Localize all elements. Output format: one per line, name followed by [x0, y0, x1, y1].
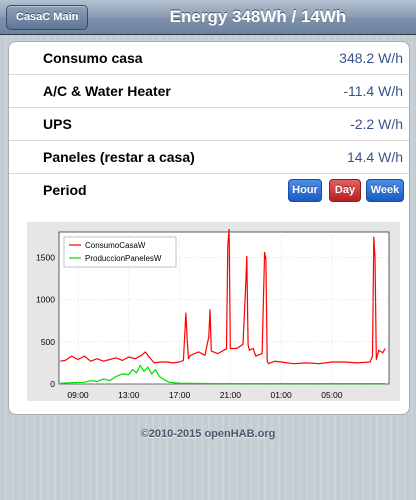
chart-legend: ConsumoCasaW ProduccionPanelesW [63, 236, 177, 268]
row-value: 14.4 W/h [346, 149, 403, 165]
row-label: Consumo casa [43, 50, 143, 66]
row-label: UPS [43, 116, 72, 132]
back-button[interactable]: CasaC Main [6, 5, 89, 30]
energy-panel: Consumo casa 348.2 W/h A/C & Water Heate… [8, 41, 410, 415]
x-tick-label: 05:00 [321, 390, 343, 400]
row-value: 348.2 W/h [339, 50, 403, 66]
legend-label-consumo: ConsumoCasaW [85, 241, 146, 250]
page-title: Energy 348Wh / 14Wh [169, 7, 347, 26]
navigation-bar: CasaC Main Energy 348Wh / 14Wh [0, 0, 416, 35]
x-tick-label: 09:00 [67, 390, 89, 400]
chart-svg: 0 500 1000 1500 09:00 13:00 17:00 21:00 01:00 05:… [36, 228, 390, 400]
energy-chart: 0 500 1000 1500 09:00 13:00 17:00 21:00 01:00 05:… [27, 222, 400, 401]
footer-copyright: ©2010-2015 openHAB.org [140, 428, 276, 440]
y-tick-label: 500 [41, 337, 55, 347]
period-label: Period [43, 182, 87, 198]
y-tick-label: 0 [50, 379, 55, 389]
y-tick-label: 1000 [36, 295, 55, 305]
row-paneles[interactable]: Paneles (restar a casa) 14.4 W/h [9, 141, 409, 174]
legend-label-produccion: ProduccionPanelesW [85, 254, 162, 263]
row-period: Period Hour Day Week [9, 174, 409, 206]
row-consumo-casa[interactable]: Consumo casa 348.2 W/h [9, 42, 409, 75]
row-ups[interactable]: UPS -2.2 W/h [9, 108, 409, 141]
row-value: -11.4 W/h [343, 83, 403, 99]
x-tick-label: 17:00 [169, 390, 191, 400]
period-day-button[interactable]: Day [329, 179, 361, 202]
y-tick-label: 1500 [36, 252, 55, 262]
series-line-produccion [60, 364, 386, 385]
x-tick-label: 01:00 [270, 390, 292, 400]
row-value: -2.2 W/h [350, 116, 403, 132]
period-hour-button[interactable]: Hour [288, 179, 322, 202]
x-tick-label: 21:00 [220, 390, 242, 400]
series-line-consumo [60, 228, 386, 365]
row-label: A/C & Water Heater [43, 83, 171, 99]
row-ac-water-heater[interactable]: A/C & Water Heater -11.4 W/h [9, 75, 409, 108]
period-week-button[interactable]: Week [366, 179, 404, 202]
row-label: Paneles (restar a casa) [43, 149, 195, 165]
x-tick-label: 13:00 [118, 390, 140, 400]
